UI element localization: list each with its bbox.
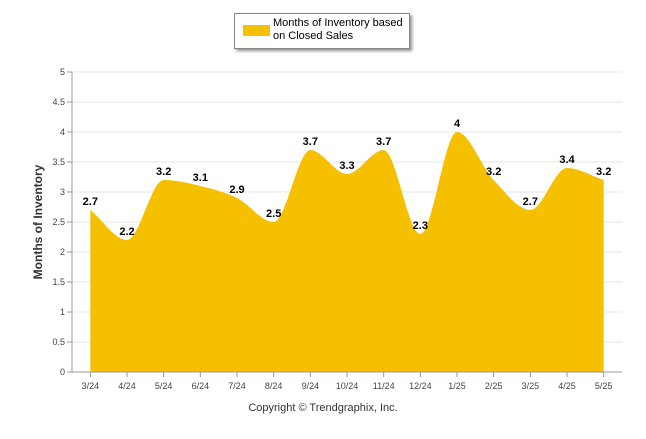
data-label: 3.2 xyxy=(156,166,171,178)
y-tick-label: 1.5 xyxy=(52,277,65,287)
y-tick-label: 3.5 xyxy=(52,157,65,167)
y-tick-label: 1 xyxy=(60,307,65,317)
data-label: 3.3 xyxy=(339,160,354,172)
y-tick-label: 3 xyxy=(60,187,65,197)
y-tick-label: 0.5 xyxy=(52,337,65,347)
data-label: 2.2 xyxy=(119,226,134,238)
y-tick-label: 5 xyxy=(60,67,65,77)
y-axis-title: Months of Inventory xyxy=(31,164,45,279)
data-label: 3.1 xyxy=(193,172,208,184)
data-label: 2.9 xyxy=(229,184,244,196)
x-tick-label: 10/24 xyxy=(336,381,359,391)
x-tick-label: 8/24 xyxy=(265,381,283,391)
legend-swatch xyxy=(243,25,270,36)
x-tick-label: 6/24 xyxy=(192,381,210,391)
x-tick-label: 11/24 xyxy=(373,381,395,391)
data-label: 2.3 xyxy=(413,220,428,232)
x-tick-label: 12/24 xyxy=(409,381,432,391)
legend-label: Months of Inventory based on Closed Sale… xyxy=(273,17,403,42)
x-tick-label: 3/25 xyxy=(522,381,540,391)
x-tick-label: 5/24 xyxy=(155,381,173,391)
data-label: 2.7 xyxy=(83,196,98,208)
x-tick-label: 2/25 xyxy=(485,381,503,391)
y-tick-label: 4.5 xyxy=(52,97,65,107)
x-tick-label: 7/24 xyxy=(228,381,246,391)
legend: Months of Inventory based on Closed Sale… xyxy=(234,13,410,49)
x-tick-label: 1/25 xyxy=(448,381,466,391)
y-tick-label: 2.5 xyxy=(52,217,65,227)
data-label: 2.7 xyxy=(523,196,538,208)
x-tick-label: 4/25 xyxy=(558,381,576,391)
x-tick-label: 9/24 xyxy=(302,381,320,391)
data-label: 3.2 xyxy=(486,166,501,178)
y-tick-label: 4 xyxy=(60,127,65,137)
y-tick-label: 2 xyxy=(60,247,65,257)
data-label: 2.5 xyxy=(266,208,281,220)
data-label: 4 xyxy=(454,118,461,130)
data-label: 3.7 xyxy=(303,136,318,148)
copyright-footer: Copyright © Trendgraphix, Inc. xyxy=(248,402,398,414)
area-series-fill xyxy=(90,132,604,372)
data-label: 3.2 xyxy=(596,166,611,178)
data-label: 3.4 xyxy=(559,154,575,166)
x-tick-label: 4/24 xyxy=(118,381,136,391)
data-label: 3.7 xyxy=(376,136,391,148)
x-tick-label: 3/24 xyxy=(82,381,100,391)
y-tick-label: 0 xyxy=(60,367,65,377)
x-tick-label: 5/25 xyxy=(595,381,613,391)
